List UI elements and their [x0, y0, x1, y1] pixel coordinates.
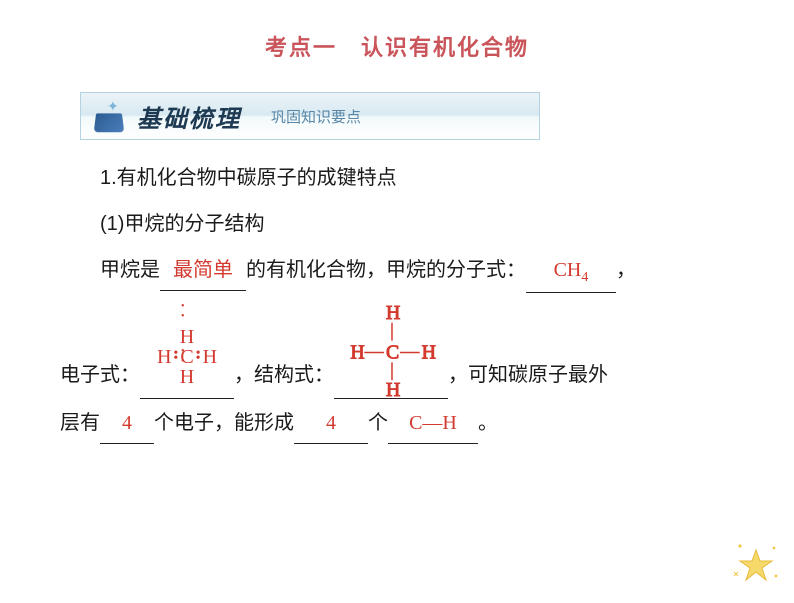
text-fragment: ， — [616, 259, 636, 281]
blank-bonds-count: 4 — [294, 403, 368, 444]
structural-formula: H H C H H — [334, 303, 448, 399]
struct-h-right: H — [422, 341, 436, 363]
heading-1: 1.有机化合物中碳原子的成键特点 — [100, 158, 734, 198]
subheading-1: (1)甲烷的分子结构 — [100, 204, 734, 244]
struct-c-center: C — [386, 341, 399, 363]
text-fragment: 的有机化合物，甲烷的分子式： — [246, 259, 526, 281]
text-fragment: 个电子，能形成 — [154, 412, 294, 434]
answer-formula: CH4 — [554, 259, 589, 281]
text-fragment: ，结构式： — [234, 357, 334, 399]
slide-title: 考点一 认识有机化合物 — [60, 30, 734, 62]
banner-main-text: 基础梳理 — [137, 99, 241, 134]
blank-bond-type: C—H — [388, 403, 478, 444]
sentence-1: 甲烷是最简单的有机化合物，甲烷的分子式： CH4 ， — [100, 250, 734, 293]
text-fragment: 。 — [478, 412, 498, 434]
star-decoration-icon — [726, 532, 786, 597]
answer-simplest: 最简单 — [173, 259, 233, 281]
electron-h-bottom: H — [180, 367, 194, 387]
blank-simplest: 最简单 — [160, 250, 246, 291]
text-fragment: 层有 — [60, 412, 100, 434]
book-icon: ✦ — [93, 98, 129, 134]
answer-bonds-count: 4 — [326, 412, 336, 434]
text-fragment: 电子式： — [60, 357, 140, 399]
answer-electrons: 4 — [122, 412, 132, 434]
banner-sub-text: 巩固知识要点 — [271, 106, 361, 127]
formula-base: CH — [554, 259, 582, 281]
section-banner: ✦ 基础梳理 巩固知识要点 — [80, 92, 540, 140]
struct-h-top: H — [386, 303, 400, 324]
electron-mid-row: H••C••H — [157, 347, 217, 367]
blank-formula: CH4 — [526, 250, 616, 293]
electron-formula: H H••C••H • • • • H — [140, 317, 234, 399]
struct-h-bottom: H — [386, 379, 400, 398]
formula-sub: 4 — [581, 270, 588, 285]
text-fragment: 个 — [368, 412, 388, 434]
electron-h-top: H — [180, 327, 194, 347]
struct-h-left: H — [350, 341, 364, 363]
formula-line: 电子式： H H••C••H • • • • H ，结构式： H H — [60, 303, 734, 399]
text-fragment: ，可知碳原子最外 — [448, 357, 608, 399]
sentence-3: 层有 4 个电子，能形成 4 个 C—H 。 — [60, 403, 734, 444]
blank-electrons: 4 — [100, 403, 154, 444]
text-fragment: 甲烷是 — [100, 259, 160, 281]
answer-bond-type: C—H — [409, 412, 457, 434]
content-body: 1.有机化合物中碳原子的成键特点 (1)甲烷的分子结构 甲烷是最简单的有机化合物… — [60, 158, 734, 444]
